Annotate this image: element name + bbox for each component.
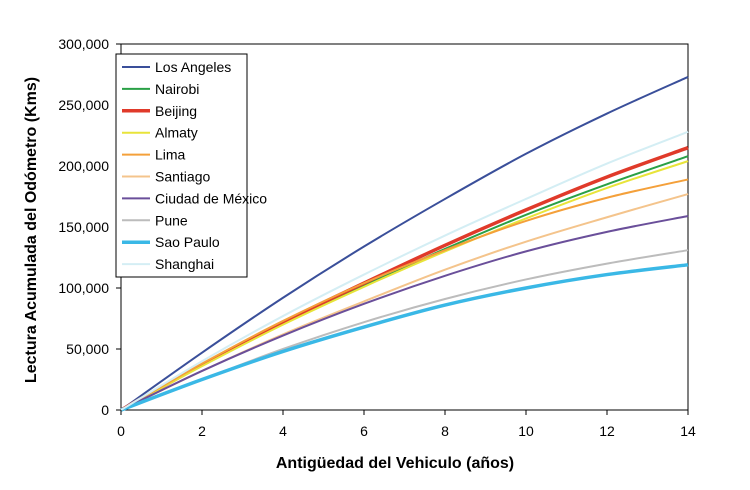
legend-label-shanghai: Shanghai — [155, 256, 214, 272]
series-line-sao-paulo — [120, 263, 689, 412]
legend-label-santiago: Santiago — [155, 169, 210, 185]
legend-label-pune: Pune — [155, 212, 188, 228]
x-tick-label: 4 — [279, 423, 287, 439]
x-axis-title: Antigüedad del Vehiculo (años) — [276, 455, 514, 472]
y-tick-label: 150,000 — [58, 219, 109, 235]
series-layer — [120, 76, 689, 412]
x-tick-label: 8 — [441, 423, 449, 439]
legend: Los Angeles Nairobi Beijing Almaty Lima Santi… — [115, 53, 267, 278]
x-tick-label: 0 — [117, 423, 125, 439]
x-tick-label: 10 — [518, 423, 534, 439]
x-tick-label: 14 — [680, 423, 696, 439]
legend-box — [115, 53, 248, 278]
y-tick-label: 100,000 — [58, 280, 109, 296]
axes-layer: 0 2 4 6 8 10 12 14 0 50,000 100,000 150,000 200,000 2… — [58, 36, 696, 439]
legend-label-lima: Lima — [155, 147, 186, 163]
series-line-ciudad-de-mexico — [120, 215, 689, 411]
series-line-lima — [120, 178, 689, 411]
legend-label-nairobi: Nairobi — [155, 81, 199, 97]
x-tick-label: 12 — [599, 423, 615, 439]
legend-label-ciudad-de-mexico: Ciudad de México — [155, 190, 267, 206]
legend-label-almaty: Almaty — [155, 125, 198, 141]
y-tick-label: 250,000 — [58, 97, 109, 113]
y-tick-label: 0 — [101, 402, 109, 418]
x-tick-label: 2 — [198, 423, 206, 439]
y-axis-title: Lectura Acumulada del Odómetro (Kms) — [23, 77, 40, 383]
series-line-beijing — [120, 146, 689, 412]
series-line-almaty — [120, 160, 689, 411]
legend-label-sao-paulo: Sao Paulo — [155, 234, 220, 250]
x-tick-label: 6 — [360, 423, 368, 439]
y-tick-label: 50,000 — [66, 341, 109, 357]
y-tick-label: 300,000 — [58, 36, 109, 52]
series-line-los-angeles — [120, 76, 689, 411]
legend-label-los-angeles: Los Angeles — [155, 59, 231, 75]
y-tick-label: 200,000 — [58, 158, 109, 174]
legend-label-beijing: Beijing — [155, 103, 197, 119]
series-line-shanghai — [120, 130, 689, 411]
